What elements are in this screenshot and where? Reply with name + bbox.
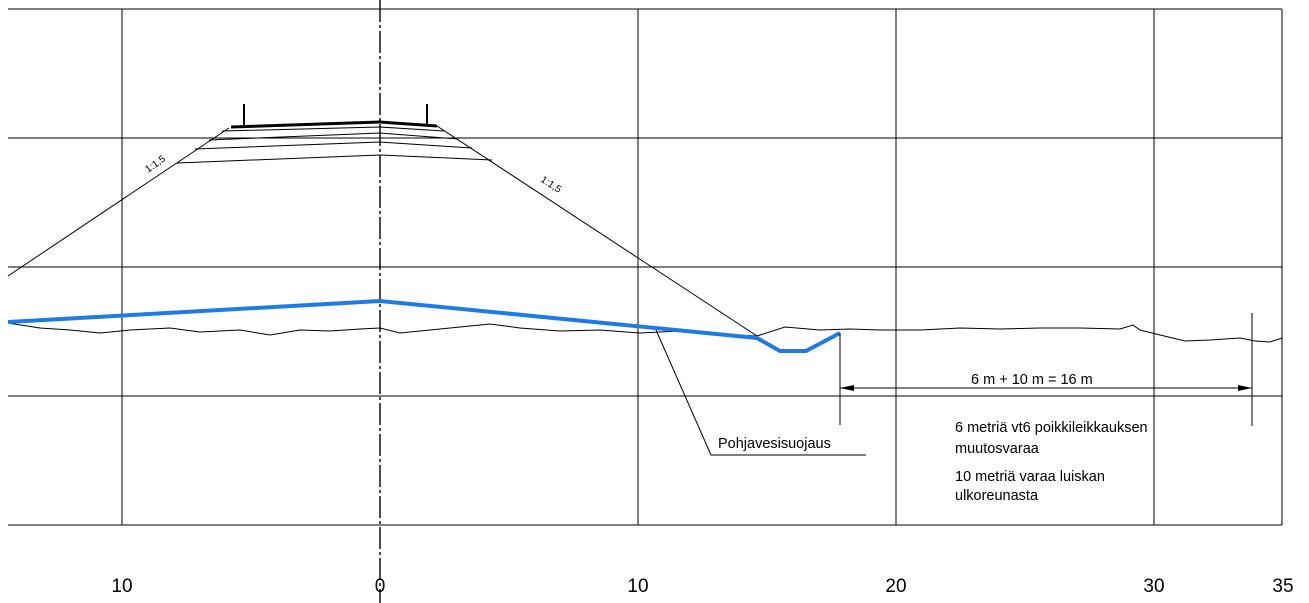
x-tick-label: 0 (375, 576, 386, 597)
groundwater-protection-label: Pohjavesisuojaus (718, 436, 831, 452)
layer-1 (221, 126, 445, 132)
note-2-line-1: 10 metriä varaa luiskan (955, 469, 1105, 485)
road-surface-right (379, 120, 438, 128)
slope-left (7, 127, 230, 277)
note-1-line-1: 6 metriä vt6 poikkileikkauksen (955, 420, 1148, 436)
x-tick-label: 10 (627, 576, 648, 597)
dimension (839, 313, 1253, 426)
layer-3 (194, 141, 473, 150)
grid (8, 8, 1283, 526)
layer-4 (176, 154, 493, 164)
leader-line (655, 329, 866, 456)
slope-label-left: 1:1,5 (143, 153, 168, 175)
slope-right (436, 125, 758, 337)
layer-2 (208, 132, 459, 141)
dimension-label: 6 m + 10 m = 16 m (971, 372, 1093, 388)
dimension-arrow-right (1238, 385, 1252, 391)
x-tick-label: 30 (1143, 576, 1164, 597)
note-1-line-2: muutosvaraa (955, 441, 1040, 457)
x-axis-labels: 10 0 10 20 30 35 (111, 576, 1293, 597)
embankment (7, 104, 758, 337)
x-tick-label: 35 (1272, 576, 1293, 597)
x-tick-label: 10 (111, 576, 132, 597)
note-2-line-2: ulkoreunasta (955, 488, 1039, 504)
dimension-arrow-left (840, 385, 854, 391)
x-tick-label: 20 (885, 576, 906, 597)
groundwater-protection-line (7, 299, 841, 353)
road-surface (230, 120, 381, 129)
slope-label-right: 1:1,5 (538, 174, 563, 196)
